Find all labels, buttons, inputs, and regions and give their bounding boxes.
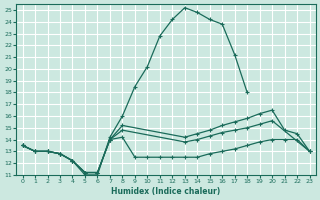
X-axis label: Humidex (Indice chaleur): Humidex (Indice chaleur) bbox=[111, 187, 221, 196]
